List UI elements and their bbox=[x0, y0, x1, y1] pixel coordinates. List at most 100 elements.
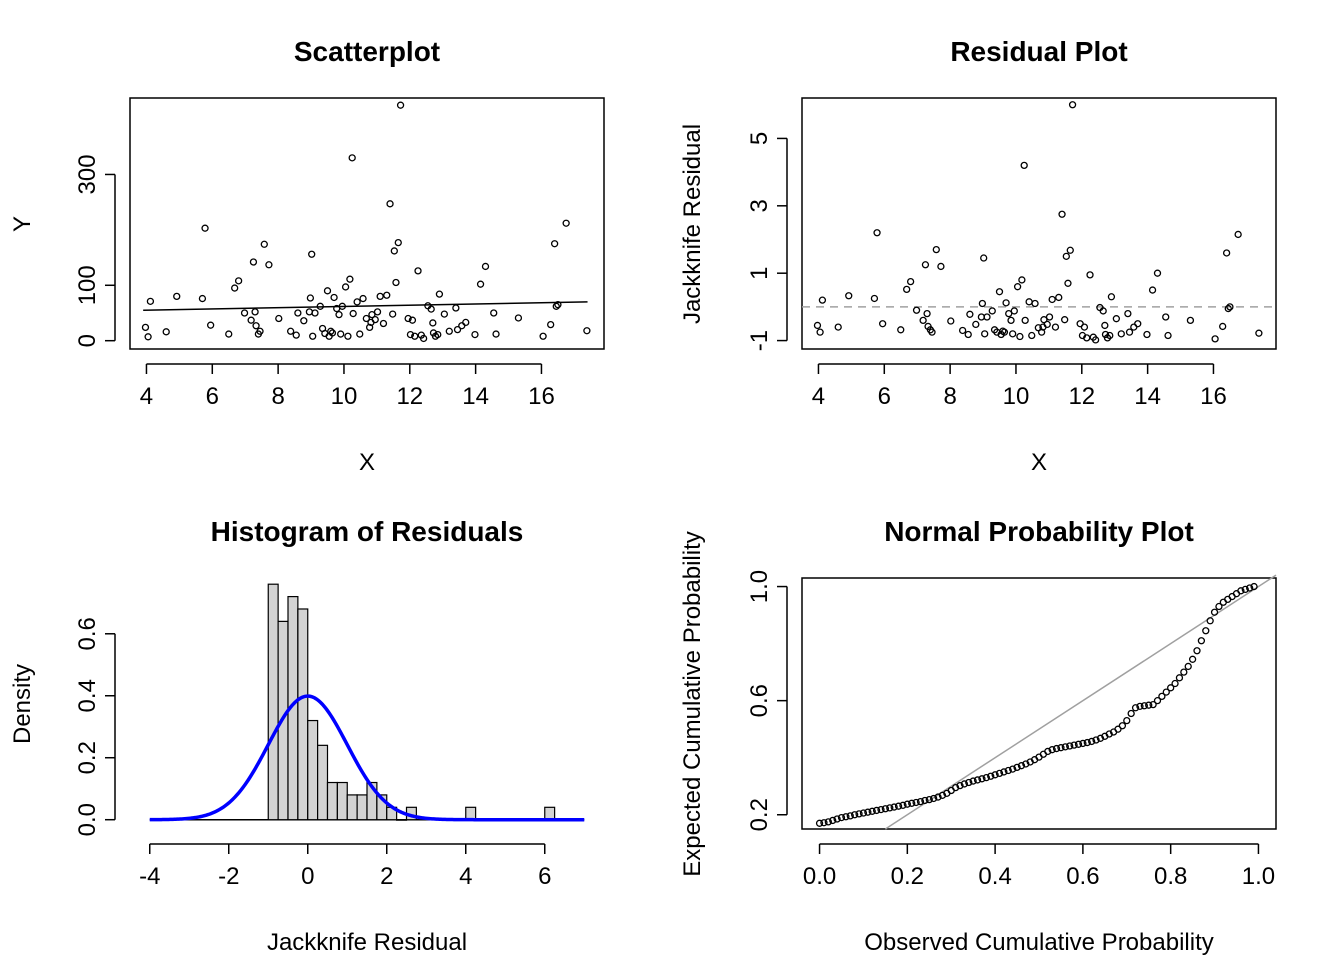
residual-plot-xlabel: X bbox=[1031, 449, 1047, 476]
normal-probability-point bbox=[1241, 585, 1249, 594]
scatterplot-x-tick-label: 10 bbox=[331, 383, 358, 410]
residual-plot-point bbox=[1130, 323, 1138, 331]
normal-probability-point bbox=[842, 813, 850, 821]
normal-probability-point bbox=[824, 818, 832, 826]
residual-plot-point bbox=[1037, 328, 1046, 336]
normal-probability-point bbox=[973, 776, 982, 784]
normal-probability-point bbox=[837, 813, 846, 822]
residual-plot-point bbox=[906, 277, 915, 286]
scatterplot-point bbox=[286, 327, 295, 335]
residual-plot-point bbox=[1028, 331, 1036, 340]
residual-plot-point bbox=[1005, 309, 1013, 318]
histogram-x-tick-label: 6 bbox=[538, 863, 551, 890]
histogram-bar bbox=[336, 781, 348, 821]
residual-plot-point bbox=[947, 317, 955, 325]
scatterplot-point bbox=[308, 250, 316, 258]
scatterplot-point bbox=[344, 332, 352, 340]
normal-probability-point bbox=[1145, 701, 1153, 709]
histogram-bar bbox=[396, 819, 408, 821]
normal-probability-point bbox=[1088, 737, 1096, 746]
normal-probability-point bbox=[851, 811, 859, 819]
normal-probability-point bbox=[877, 805, 885, 814]
scatterplot-point bbox=[249, 258, 258, 266]
scatterplot-point bbox=[427, 305, 435, 313]
residual-plot-x-tick-label: 16 bbox=[1200, 383, 1227, 410]
normal-probability-point bbox=[908, 799, 916, 807]
scatterplot-point bbox=[198, 294, 207, 303]
scatterplot-point bbox=[445, 327, 453, 335]
scatterplot-point bbox=[353, 298, 361, 306]
residual-plot-point bbox=[818, 296, 827, 304]
residual-plot-point bbox=[1043, 320, 1051, 329]
scatterplot-point bbox=[419, 334, 428, 343]
scatterplot-point bbox=[476, 280, 485, 288]
residual-plot-point bbox=[1099, 307, 1107, 315]
residual-plot-point bbox=[1101, 321, 1109, 330]
residual-plot-title: Residual Plot bbox=[950, 36, 1127, 67]
scatterplot-point bbox=[396, 101, 405, 109]
residual-plot-point bbox=[1013, 283, 1022, 291]
normal-probability-point bbox=[890, 803, 898, 811]
residual-plot-point bbox=[1002, 299, 1010, 307]
normal-probability-point bbox=[1000, 768, 1008, 776]
residual-plot-point bbox=[1045, 313, 1054, 321]
histogram-x-tick-label: 2 bbox=[380, 863, 393, 890]
normal-probability-point bbox=[951, 783, 960, 792]
residual-plot-x-tick-label: 4 bbox=[812, 383, 825, 410]
normal-probability-point bbox=[846, 812, 854, 820]
residual-plot-ylabel: Jackknife Residual bbox=[679, 124, 706, 324]
residual-plot-point bbox=[1025, 298, 1033, 306]
residual-plot-point bbox=[873, 229, 881, 237]
residual-plot-point bbox=[1112, 315, 1121, 323]
scatterplot-point bbox=[349, 309, 357, 318]
normal-probability-point bbox=[1140, 702, 1148, 710]
normal-probability-point bbox=[903, 800, 911, 808]
scatterplot-point bbox=[390, 247, 398, 255]
residual-plot-y-tick-label: 1 bbox=[746, 267, 773, 280]
normal-probability-point bbox=[1074, 740, 1083, 748]
residual-plot-point bbox=[1068, 101, 1077, 109]
normal-probability-point bbox=[1171, 679, 1179, 688]
scatterplot-point bbox=[434, 330, 442, 339]
histogram-x-tick-label: 4 bbox=[459, 863, 472, 890]
scatterplot-point bbox=[492, 330, 500, 338]
scatterplot-point bbox=[335, 310, 343, 319]
residual-plot-x-tick-label: 8 bbox=[943, 383, 956, 410]
scatterplot-point bbox=[300, 317, 308, 325]
residual-plot-point bbox=[919, 316, 927, 325]
histogram-y-tick-label: 0.4 bbox=[74, 679, 101, 712]
scatterplot-point bbox=[323, 287, 332, 295]
residual-plot-point bbox=[1107, 293, 1116, 301]
residual-plot-point bbox=[1064, 279, 1072, 287]
residual-plot-point bbox=[1222, 249, 1231, 257]
histogram-y-tick-label: 0.6 bbox=[74, 617, 101, 650]
scatterplot-point bbox=[547, 320, 555, 329]
normal-probability-point bbox=[1136, 702, 1144, 711]
scatterplot-point bbox=[514, 314, 523, 322]
scatterplot-x-tick-label: 6 bbox=[206, 383, 219, 410]
scatterplot-point bbox=[394, 238, 402, 247]
scatterplot-point bbox=[462, 318, 470, 327]
residual-plot-point bbox=[981, 330, 989, 338]
normal-probability-point bbox=[1127, 709, 1135, 718]
residual-plot-point bbox=[1211, 335, 1219, 343]
scatterplot-title: Scatterplot bbox=[294, 36, 440, 67]
normal-probability-point bbox=[1162, 688, 1170, 696]
normal-probability-point bbox=[833, 815, 841, 823]
residual-plot-point bbox=[966, 310, 974, 318]
residual-plot-point bbox=[1021, 316, 1029, 325]
scatterplot-point bbox=[490, 309, 498, 317]
residual-plot-point bbox=[1020, 161, 1028, 170]
scatterplot-point bbox=[201, 224, 209, 232]
scatterplot-point bbox=[414, 267, 422, 275]
normal-probability-point bbox=[938, 791, 947, 799]
residual-plot-point bbox=[1080, 323, 1089, 331]
residual-plot-point bbox=[1219, 322, 1227, 331]
scatterplot-point bbox=[368, 310, 376, 319]
normal-probability-point bbox=[1066, 742, 1074, 750]
scatterplot-point bbox=[554, 301, 562, 309]
normal-probability-point bbox=[960, 780, 969, 788]
residual-plot-point bbox=[1007, 316, 1015, 325]
residual-plot-point bbox=[1010, 307, 1018, 315]
